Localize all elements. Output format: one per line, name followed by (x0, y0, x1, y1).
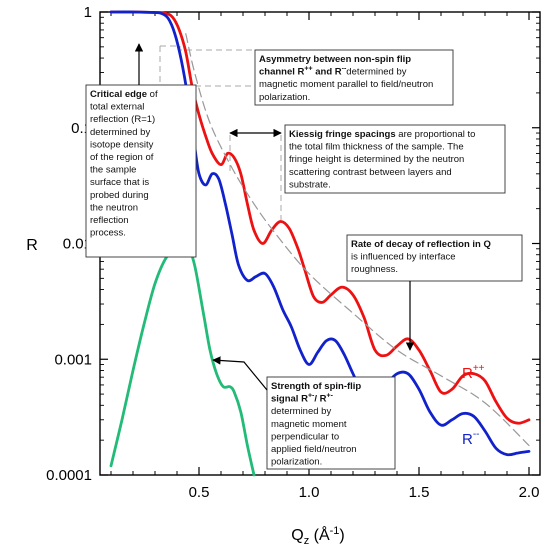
annotation-text-critical-edge: surface that is (90, 177, 149, 188)
annotation-text-asymmetry: channel R++ and R--determined by (259, 66, 407, 78)
annotation-text-critical-edge: the neutron (90, 202, 138, 213)
annotation-text-asymmetry: polarization. (259, 92, 310, 103)
annotation-text-spin-flip: applied field/neutron (271, 444, 357, 455)
annotation-text-critical-edge: Critical edge of (90, 89, 158, 100)
arrow-spin-flip (212, 356, 268, 391)
annotation-text-kiessig: scattering contrast between layers and (289, 167, 452, 178)
guide-asymmetry-top (160, 45, 258, 51)
annotation-text-decay: Rate of decay of reflection in Q (351, 239, 491, 250)
annotation-text-decay: roughness. (351, 264, 398, 275)
annotation-text-critical-edge: reflection (90, 215, 129, 226)
annotation-box-decay (346, 234, 523, 282)
annotation-text-spin-flip: magnetic moment (271, 419, 347, 430)
y-tick-label: 0.0001 (46, 467, 92, 484)
y-tick-label: 0.001 (54, 351, 92, 368)
annotation-text-spin-flip: polarization. (271, 457, 322, 468)
annotation-text-critical-edge: the sample (90, 165, 136, 176)
x-tick-label: 1.5 (409, 484, 430, 501)
annotation-text-kiessig: fringe height is determined by the neutr… (289, 154, 464, 165)
y-tick-label: 1 (84, 4, 92, 21)
x-axis-title-main: Q (291, 527, 303, 544)
annotation-text-spin-flip: Strength of spin-flip (271, 381, 361, 392)
annotation-text-asymmetry: magnetic moment parallel to field/neutro… (259, 79, 433, 90)
y-tick-label: 0.01 (63, 236, 92, 253)
annotation-text-critical-edge: total external (90, 102, 144, 113)
annotation-text-critical-edge: probed during (90, 190, 149, 201)
x-tick-label: 1.0 (299, 484, 320, 501)
annotation-text-critical-edge: reflection (R=1) (90, 114, 155, 125)
x-tick-label: 0.5 (189, 484, 210, 501)
annotation-text-spin-flip: determined by (271, 406, 331, 417)
annotation-box-spin-flip (266, 376, 396, 470)
annotation-text-spin-flip: signal R+-/ R+- (271, 393, 334, 405)
annotation-text-kiessig: Kiessig fringe spacings are proportional… (289, 129, 475, 140)
series-line-decay-trend (185, 33, 530, 447)
x-axis-title-unit: (Å (309, 525, 330, 544)
x-axis-title: Qz (Å-1) (291, 525, 345, 547)
annotation-box-critical-edge (85, 84, 197, 258)
annotation-text-critical-edge: of the region of (90, 152, 154, 163)
annotation-text-kiessig: substrate. (289, 179, 331, 190)
annotation-text-critical-edge: isotope density (90, 139, 154, 150)
annotation-text-critical-edge: determined by (90, 127, 150, 138)
annotation-box-kiessig (284, 124, 506, 194)
x-axis-title-unit-sup: -1 (330, 525, 340, 537)
x-axis-title-unit-close: ) (339, 527, 344, 544)
annotation-text-critical-edge: process. (90, 228, 126, 239)
annotation-text-spin-flip: perpendicular to (271, 431, 339, 442)
y-axis-title: R (26, 237, 38, 254)
annotation-box-asymmetry (254, 49, 454, 106)
series-line-spin-flip (109, 245, 256, 477)
annotation-arrows (134, 43, 415, 391)
annotation-text-kiessig: the total film thickness of the sample. … (289, 142, 464, 153)
x-tick-label: 2.0 (519, 484, 540, 501)
annotation-text-asymmetry: Asymmetry between non-spin flip (259, 54, 411, 65)
x-axis-title-sub: z (304, 535, 310, 547)
annotation-text-decay: is influenced by interface (351, 252, 456, 263)
series-label-r-minus-minus: R-- (462, 429, 480, 448)
series-label-r-plus-plus: R++ (462, 363, 485, 382)
